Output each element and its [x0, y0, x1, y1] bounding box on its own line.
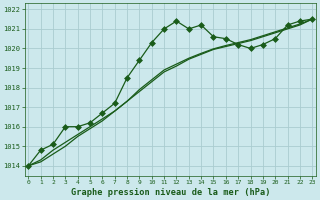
X-axis label: Graphe pression niveau de la mer (hPa): Graphe pression niveau de la mer (hPa) [70, 188, 270, 197]
